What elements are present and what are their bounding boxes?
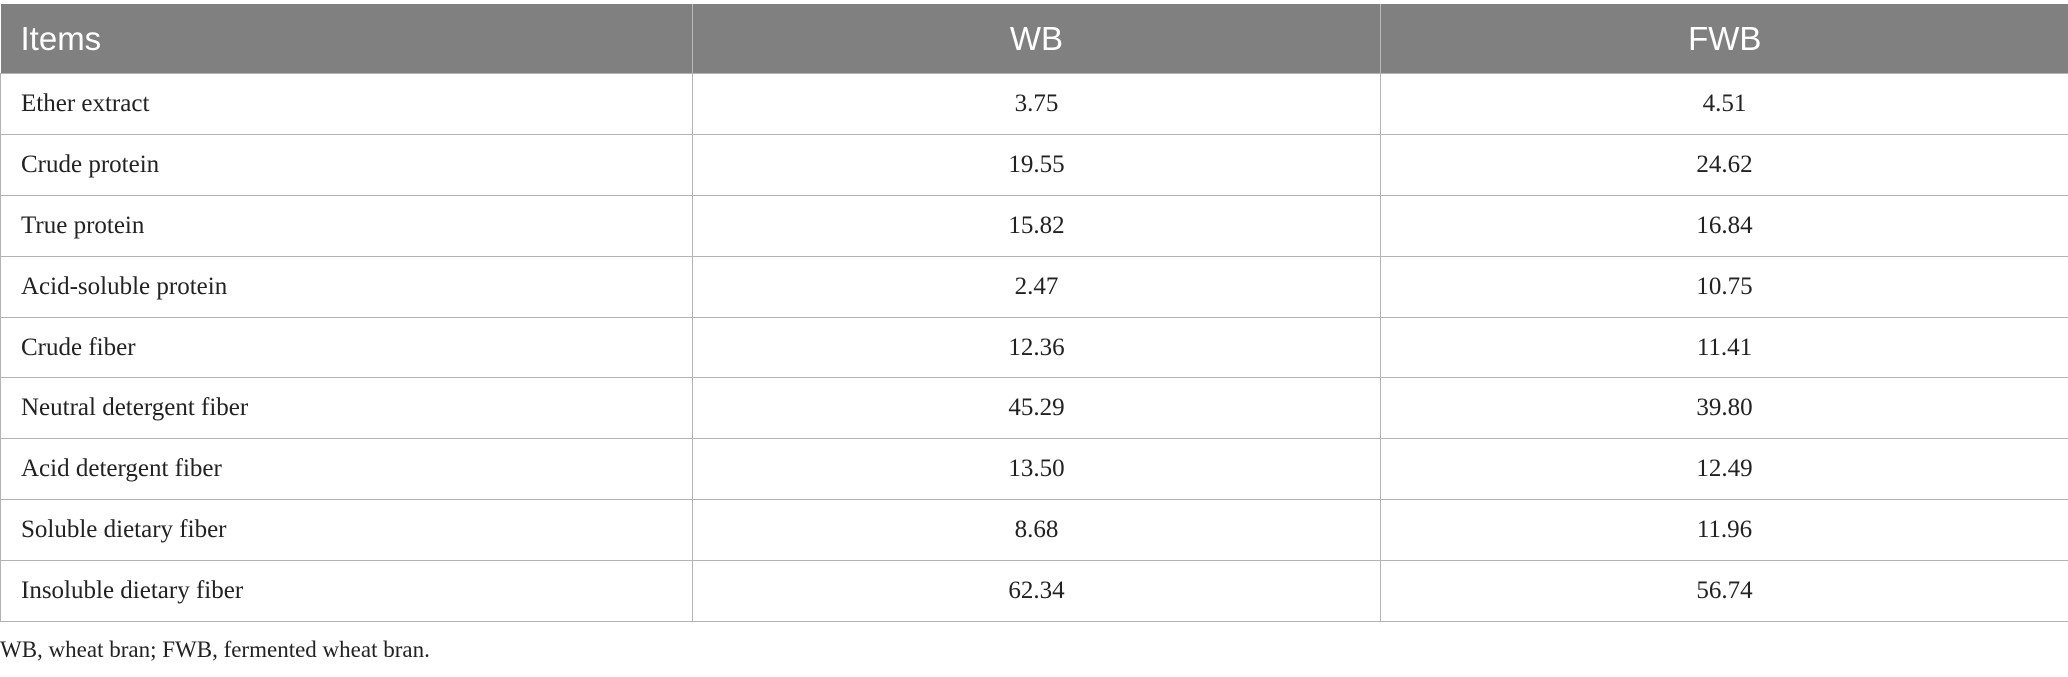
row-label: Acid detergent fiber — [0, 438, 693, 501]
row-label: True protein — [0, 194, 693, 257]
fwb-value: 16.84 — [1380, 194, 2068, 257]
fwb-value: 39.80 — [1380, 377, 2068, 440]
table-header: Items WB FWB — [0, 4, 2068, 74]
wb-value: 13.50 — [692, 438, 1381, 501]
row-label: Insoluble dietary fiber — [0, 560, 693, 623]
table-row: Acid detergent fiber 13.50 12.49 — [0, 438, 2068, 501]
fwb-value: 11.41 — [1380, 316, 2068, 379]
fwb-value: 10.75 — [1380, 255, 2068, 318]
table-row: Soluble dietary fiber 8.68 11.96 — [0, 499, 2068, 562]
row-label: Crude protein — [0, 133, 693, 196]
table-row: Neutral detergent fiber 45.29 39.80 — [0, 377, 2068, 440]
table-footnote: WB, wheat bran; FWB, fermented wheat bra… — [0, 637, 430, 662]
fwb-value: 56.74 — [1380, 560, 2068, 623]
row-label: Acid-soluble protein — [0, 255, 693, 318]
wb-value: 8.68 — [692, 499, 1381, 562]
table-body: Ether extract 3.75 4.51 Crude protein 19… — [0, 73, 2068, 623]
fwb-value: 4.51 — [1380, 73, 2068, 135]
row-label: Crude fiber — [0, 316, 693, 379]
fwb-value: 12.49 — [1380, 438, 2068, 501]
table-row: Acid-soluble protein 2.47 10.75 — [0, 255, 2068, 318]
wb-value: 3.75 — [692, 73, 1381, 135]
fwb-value: 11.96 — [1380, 499, 2068, 562]
table-row: True protein 15.82 16.84 — [0, 194, 2068, 257]
wb-value: 2.47 — [692, 255, 1381, 318]
table-row: Insoluble dietary fiber 62.34 56.74 — [0, 560, 2068, 623]
data-table-container: Items WB FWB Ether extract 3.75 4.51 Cru… — [0, 4, 2068, 623]
table-row: Ether extract 3.75 4.51 — [0, 73, 2068, 135]
row-label: Neutral detergent fiber — [0, 377, 693, 440]
composition-table: Items WB FWB Ether extract 3.75 4.51 Cru… — [0, 4, 2068, 623]
header-wb: WB — [692, 4, 1381, 74]
header-row: Items WB FWB — [0, 4, 2068, 74]
wb-value: 15.82 — [692, 194, 1381, 257]
wb-value: 12.36 — [692, 316, 1381, 379]
header-fwb: FWB — [1380, 4, 2068, 74]
wb-value: 45.29 — [692, 377, 1381, 440]
table-row: Crude protein 19.55 24.62 — [0, 133, 2068, 196]
wb-value: 62.34 — [692, 560, 1381, 623]
wb-value: 19.55 — [692, 133, 1381, 196]
row-label: Soluble dietary fiber — [0, 499, 693, 562]
table-row: Crude fiber 12.36 11.41 — [0, 316, 2068, 379]
fwb-value: 24.62 — [1380, 133, 2068, 196]
row-label: Ether extract — [0, 73, 693, 135]
header-items: Items — [0, 4, 693, 74]
